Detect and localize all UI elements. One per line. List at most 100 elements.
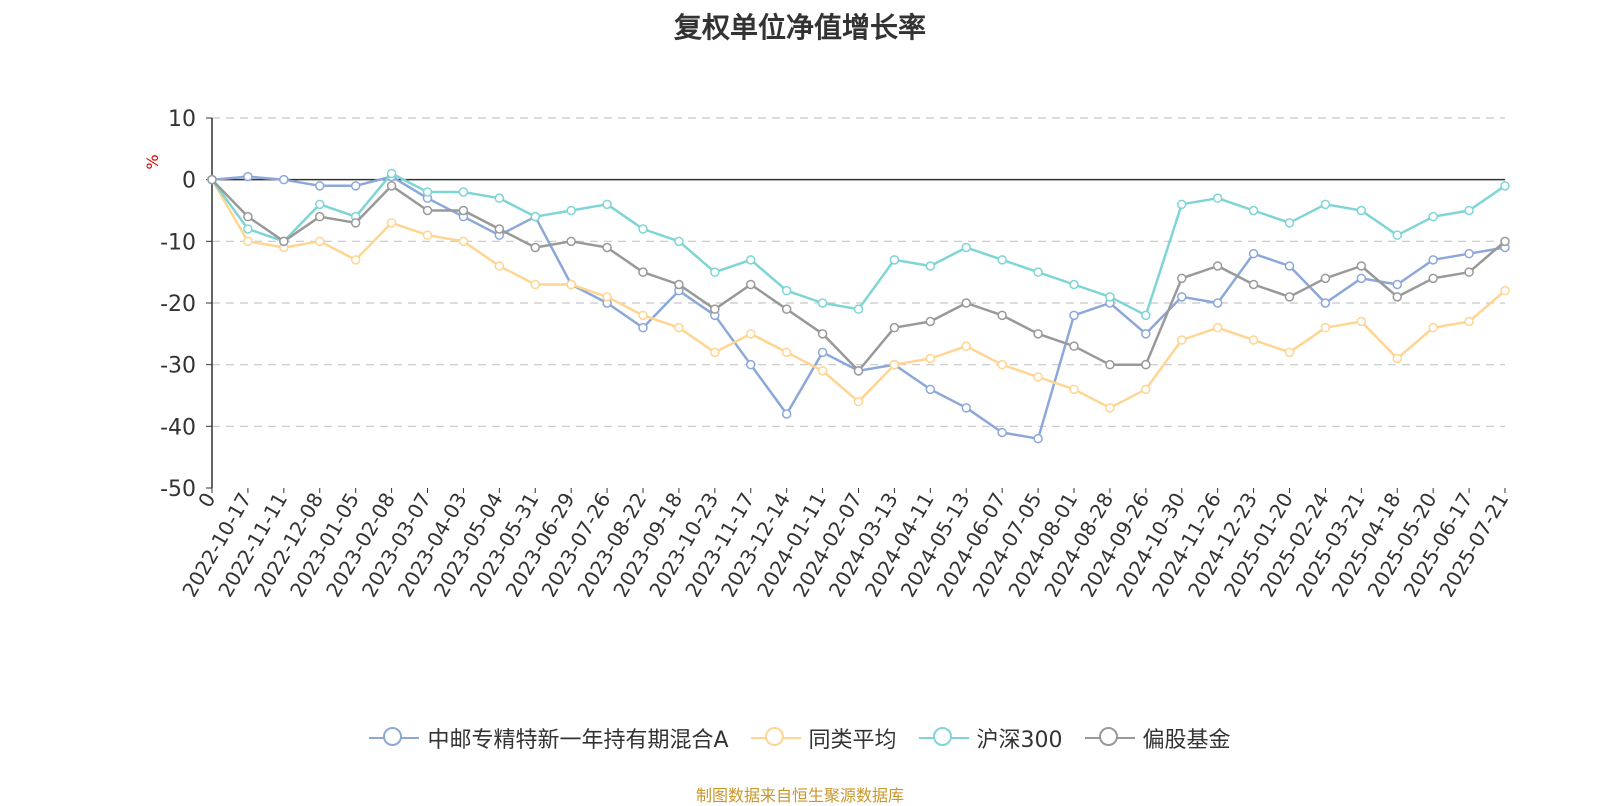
data-point: [386, 218, 397, 228]
data-point: [350, 181, 361, 191]
data-point: [853, 304, 864, 314]
data-point: [746, 279, 756, 290]
data-point: [817, 366, 828, 376]
data-point: [1069, 341, 1079, 351]
data-point: [350, 255, 361, 265]
data-point: [674, 279, 684, 290]
data-point: [961, 242, 971, 253]
data-point: [315, 211, 325, 222]
data-point: [1033, 433, 1043, 444]
data-point: [961, 403, 971, 413]
y-tick-label: -20: [160, 292, 196, 317]
data-point: [1464, 248, 1474, 259]
data-point: [1428, 273, 1438, 284]
data-point: [674, 236, 684, 247]
data-point: [530, 279, 540, 290]
data-point: [1105, 292, 1115, 302]
data-point: [243, 236, 253, 247]
legend-item-fund[interactable]: 中邮专精特新一年持有期混合A: [369, 722, 729, 754]
data-point: [1392, 279, 1402, 290]
data-point: [315, 199, 325, 210]
data-point: [1392, 292, 1402, 302]
data-point: [1428, 255, 1438, 265]
data-point: [638, 310, 648, 321]
data-point: [1248, 205, 1259, 216]
data-point: [1177, 273, 1187, 284]
data-point: [746, 359, 756, 370]
data-point: [279, 174, 289, 185]
data-point: [781, 347, 792, 358]
data-point: [638, 224, 648, 234]
data-point: [386, 181, 397, 191]
data-point: [1069, 279, 1079, 290]
data-point: [925, 353, 936, 364]
data-point: [566, 205, 576, 216]
data-point: [1284, 261, 1295, 271]
legend-item-peer-average[interactable]: 同类平均: [750, 722, 897, 754]
data-point: [817, 298, 828, 308]
data-point: [1105, 403, 1115, 413]
legend-label: 偏股基金: [1142, 728, 1231, 753]
data-point: [1141, 310, 1151, 321]
data-point: [1320, 273, 1331, 284]
data-point: [494, 224, 505, 234]
data-point: [710, 347, 720, 358]
y-tick-label: -50: [160, 477, 196, 502]
legend-item-csi300[interactable]: 沪深300: [918, 722, 1063, 754]
data-point: [889, 255, 900, 265]
data-point: [925, 261, 936, 271]
data-point: [422, 230, 433, 240]
data-point: [1284, 347, 1295, 358]
data-point: [1248, 279, 1259, 290]
data-point: [925, 316, 936, 327]
data-point: [710, 267, 720, 277]
y-tick-label: 0: [182, 169, 196, 194]
legend-label: 同类平均: [808, 728, 897, 753]
data-point: [1464, 205, 1474, 216]
data-point: [602, 242, 612, 253]
data-point: [279, 236, 289, 247]
data-point: [746, 255, 756, 265]
y-tick-label: 10: [168, 107, 196, 132]
data-point: [1464, 267, 1474, 277]
legend-marker-icon: [918, 725, 969, 751]
data-point: [1069, 384, 1079, 395]
data-point: [1356, 273, 1367, 284]
data-point: [1500, 285, 1510, 296]
data-point: [1212, 193, 1223, 203]
data-point: [1248, 248, 1259, 259]
data-point: [710, 304, 720, 314]
data-point: [1033, 267, 1043, 277]
data-point: [997, 427, 1007, 438]
data-point: [674, 322, 684, 333]
data-point: [781, 304, 792, 314]
y-axis-label: %: [143, 154, 162, 169]
data-point: [1141, 384, 1151, 395]
data-point: [315, 236, 325, 247]
data-point: [889, 359, 900, 370]
data-point: [1248, 335, 1259, 345]
data-point: [602, 292, 612, 302]
data-point: [746, 329, 756, 339]
data-point: [1284, 218, 1295, 228]
data-point: [1212, 322, 1223, 333]
data-point: [530, 242, 540, 253]
data-point: [386, 168, 397, 179]
data-point: [817, 347, 828, 358]
data-point: [1284, 292, 1295, 302]
y-tick-label: -30: [160, 354, 196, 379]
data-point: [1033, 372, 1043, 382]
data-point: [1392, 353, 1402, 364]
data-point: [1500, 181, 1510, 191]
data-point: [1356, 205, 1367, 216]
legend-item-equity-funds[interactable]: 偏股基金: [1084, 722, 1231, 754]
data-point: [207, 174, 217, 185]
data-point: [853, 396, 864, 407]
data-point: [1320, 322, 1331, 333]
data-point: [853, 366, 864, 376]
data-point: [1177, 292, 1187, 302]
data-point: [1105, 359, 1115, 370]
data-point: [566, 279, 576, 290]
data-point: [1033, 329, 1043, 339]
data-point: [1320, 199, 1331, 210]
